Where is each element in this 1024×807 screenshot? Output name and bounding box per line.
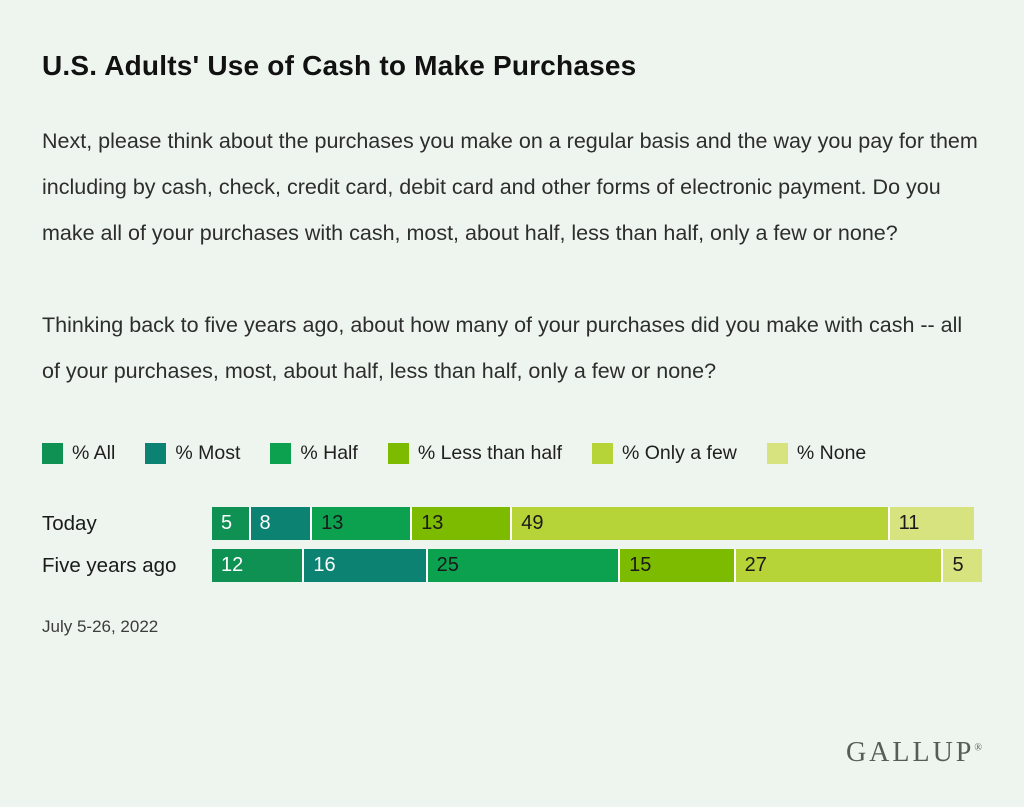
bar-segment: 25 xyxy=(427,549,621,582)
legend-item: % All xyxy=(42,442,115,465)
legend-label: % Most xyxy=(175,442,241,464)
segment-value-label: 11 xyxy=(898,512,920,534)
registered-mark-icon: ® xyxy=(974,742,982,754)
legend-swatch-icon xyxy=(145,443,167,464)
segment-value-label: 15 xyxy=(629,554,652,576)
segment-value-label: 49 xyxy=(521,512,544,534)
segment-value-label: 27 xyxy=(744,554,767,576)
survey-date: July 5-26, 2022 xyxy=(42,617,159,636)
bar-segment: 49 xyxy=(512,507,890,540)
legend-label: % Half xyxy=(300,442,358,464)
bar-segment: 5 xyxy=(943,549,982,582)
segment-value-label: 16 xyxy=(313,554,336,576)
bar-segment: 16 xyxy=(304,549,428,582)
legend-item: % Half xyxy=(270,442,358,465)
bar-row: Five years ago 12 16 25 15 27 5 xyxy=(42,549,982,582)
row-label: Five years ago xyxy=(42,553,177,577)
segment-value-label: 5 xyxy=(952,554,964,576)
bar-segment: 15 xyxy=(620,549,736,582)
segment-value-label: 8 xyxy=(259,512,271,534)
bar-track: 5 8 13 13 49 11 xyxy=(212,507,982,540)
survey-question-retrospective: Thinking back to five years ago, about h… xyxy=(42,313,963,383)
bar-row: Today 5 8 13 13 49 11 xyxy=(42,507,982,540)
legend-swatch-icon xyxy=(270,443,292,464)
legend-label: % None xyxy=(796,442,867,464)
legend-item: % Less than half xyxy=(387,442,562,465)
segment-value-label: 12 xyxy=(221,554,244,576)
bar-segment: 11 xyxy=(889,507,975,540)
segment-value-label: 13 xyxy=(321,512,344,534)
bar-segment: 5 xyxy=(212,507,251,540)
legend-label: % Only a few xyxy=(622,442,737,464)
legend-swatch-icon xyxy=(387,443,409,464)
stacked-bar-chart: Today 5 8 13 13 49 11 Five years ago 12 16 25 15 27 5 xyxy=(42,507,982,582)
gallup-logo-text: GALLUP xyxy=(845,737,975,768)
bar-segment: 8 xyxy=(250,507,313,540)
legend-label: % All xyxy=(72,442,116,464)
legend-item: % Only a few xyxy=(592,442,737,465)
legend-swatch-icon xyxy=(42,443,63,464)
bar-track: 12 16 25 15 27 5 xyxy=(212,549,982,582)
segment-value-label: 5 xyxy=(221,512,233,534)
legend-swatch-icon xyxy=(592,443,613,464)
bar-segment: 13 xyxy=(412,507,513,540)
segment-value-label: 13 xyxy=(421,512,444,534)
legend-label: % Less than half xyxy=(417,442,562,464)
bar-segment: 13 xyxy=(312,507,413,540)
gallup-logo: GALLUP® xyxy=(846,737,982,769)
survey-question-current: Next, please think about the purchases y… xyxy=(42,129,978,245)
legend-item: % Most xyxy=(145,442,240,465)
legend-item: % None xyxy=(766,442,867,465)
bar-segment: 27 xyxy=(735,549,944,582)
page-title: U.S. Adults' Use of Cash to Make Purchas… xyxy=(42,50,637,81)
segment-value-label: 25 xyxy=(436,554,459,576)
legend-swatch-icon xyxy=(766,443,788,464)
chart-legend: % All % Most % Half % Less than half % Only … xyxy=(42,442,982,465)
bar-segment: 12 xyxy=(212,549,305,582)
row-label: Today xyxy=(42,511,97,535)
